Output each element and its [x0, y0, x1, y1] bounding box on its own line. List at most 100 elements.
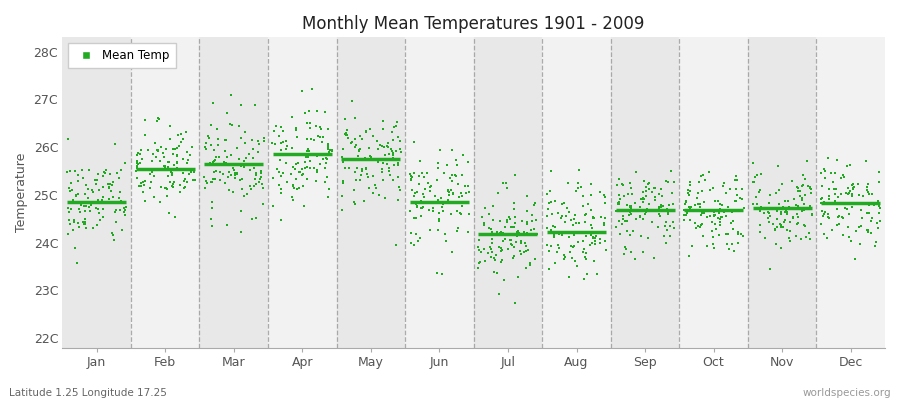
Point	[505, 241, 519, 248]
Point	[205, 100, 220, 107]
Point	[238, 155, 253, 161]
Point	[484, 246, 499, 252]
Point	[272, 182, 286, 188]
Point	[130, 158, 144, 164]
Point	[587, 258, 601, 264]
Point	[629, 168, 643, 175]
Point	[173, 181, 187, 188]
Point	[233, 177, 248, 184]
Point	[414, 212, 428, 219]
Point	[320, 142, 335, 149]
Point	[63, 168, 77, 174]
Point	[828, 190, 842, 197]
Point	[109, 219, 123, 225]
Point	[285, 164, 300, 170]
Point	[118, 212, 132, 218]
Point	[791, 219, 806, 226]
Point	[305, 86, 320, 92]
Point	[161, 158, 176, 165]
Point	[347, 136, 362, 142]
Point	[292, 184, 307, 191]
Point	[828, 198, 842, 204]
Point	[693, 201, 707, 207]
Point	[716, 209, 731, 216]
Point	[679, 207, 693, 213]
Point	[845, 186, 859, 192]
Point	[154, 184, 168, 191]
Point	[335, 154, 349, 160]
Point	[175, 139, 189, 145]
Point	[613, 231, 627, 238]
Point	[158, 163, 173, 169]
Point	[167, 146, 182, 152]
Point	[713, 201, 727, 207]
Point	[320, 156, 334, 162]
Point	[552, 244, 566, 251]
Point	[402, 208, 417, 214]
Point	[472, 237, 487, 244]
Point	[225, 162, 239, 168]
Point	[248, 215, 263, 222]
Point	[712, 205, 726, 212]
Point	[483, 254, 498, 260]
Point	[406, 200, 420, 206]
Point	[825, 227, 840, 234]
Point	[145, 158, 159, 164]
Point	[67, 217, 81, 223]
Point	[385, 150, 400, 156]
Point	[523, 260, 537, 267]
Bar	[268, 37, 337, 348]
Point	[840, 206, 854, 212]
Point	[165, 172, 179, 178]
Point	[76, 203, 91, 209]
Point	[160, 186, 175, 192]
Point	[248, 172, 263, 178]
Point	[391, 160, 405, 167]
Point	[565, 244, 580, 250]
Point	[454, 190, 468, 197]
Point	[70, 178, 85, 184]
Point	[694, 222, 708, 228]
Point	[842, 190, 856, 196]
Point	[295, 88, 310, 94]
Point	[206, 176, 220, 182]
Point	[582, 242, 597, 248]
Point	[683, 188, 698, 194]
Point	[130, 166, 145, 172]
Point	[115, 227, 130, 233]
Point	[498, 224, 512, 230]
Point	[157, 154, 171, 160]
Point	[598, 215, 612, 222]
Point	[795, 183, 809, 189]
Point	[818, 175, 832, 181]
Point	[390, 119, 404, 125]
Point	[366, 132, 381, 139]
Point	[176, 156, 190, 162]
Point	[207, 147, 221, 154]
Point	[796, 182, 810, 188]
Point	[289, 127, 303, 133]
Point	[865, 215, 879, 221]
Point	[204, 121, 219, 128]
Point	[788, 202, 803, 208]
Point	[761, 209, 776, 215]
Point	[609, 224, 624, 231]
Point	[377, 144, 392, 150]
Point	[345, 139, 359, 145]
Point	[787, 214, 801, 221]
Point	[106, 194, 121, 200]
Point	[842, 190, 856, 197]
Point	[369, 185, 383, 192]
Point	[167, 179, 182, 185]
Point	[243, 166, 257, 173]
Point	[130, 161, 145, 168]
Point	[845, 193, 859, 199]
Point	[586, 214, 600, 220]
Point	[574, 184, 589, 190]
Point	[680, 198, 694, 204]
Point	[149, 154, 164, 160]
Point	[873, 218, 887, 224]
Point	[366, 173, 381, 179]
Point	[586, 235, 600, 241]
Point	[730, 192, 744, 198]
